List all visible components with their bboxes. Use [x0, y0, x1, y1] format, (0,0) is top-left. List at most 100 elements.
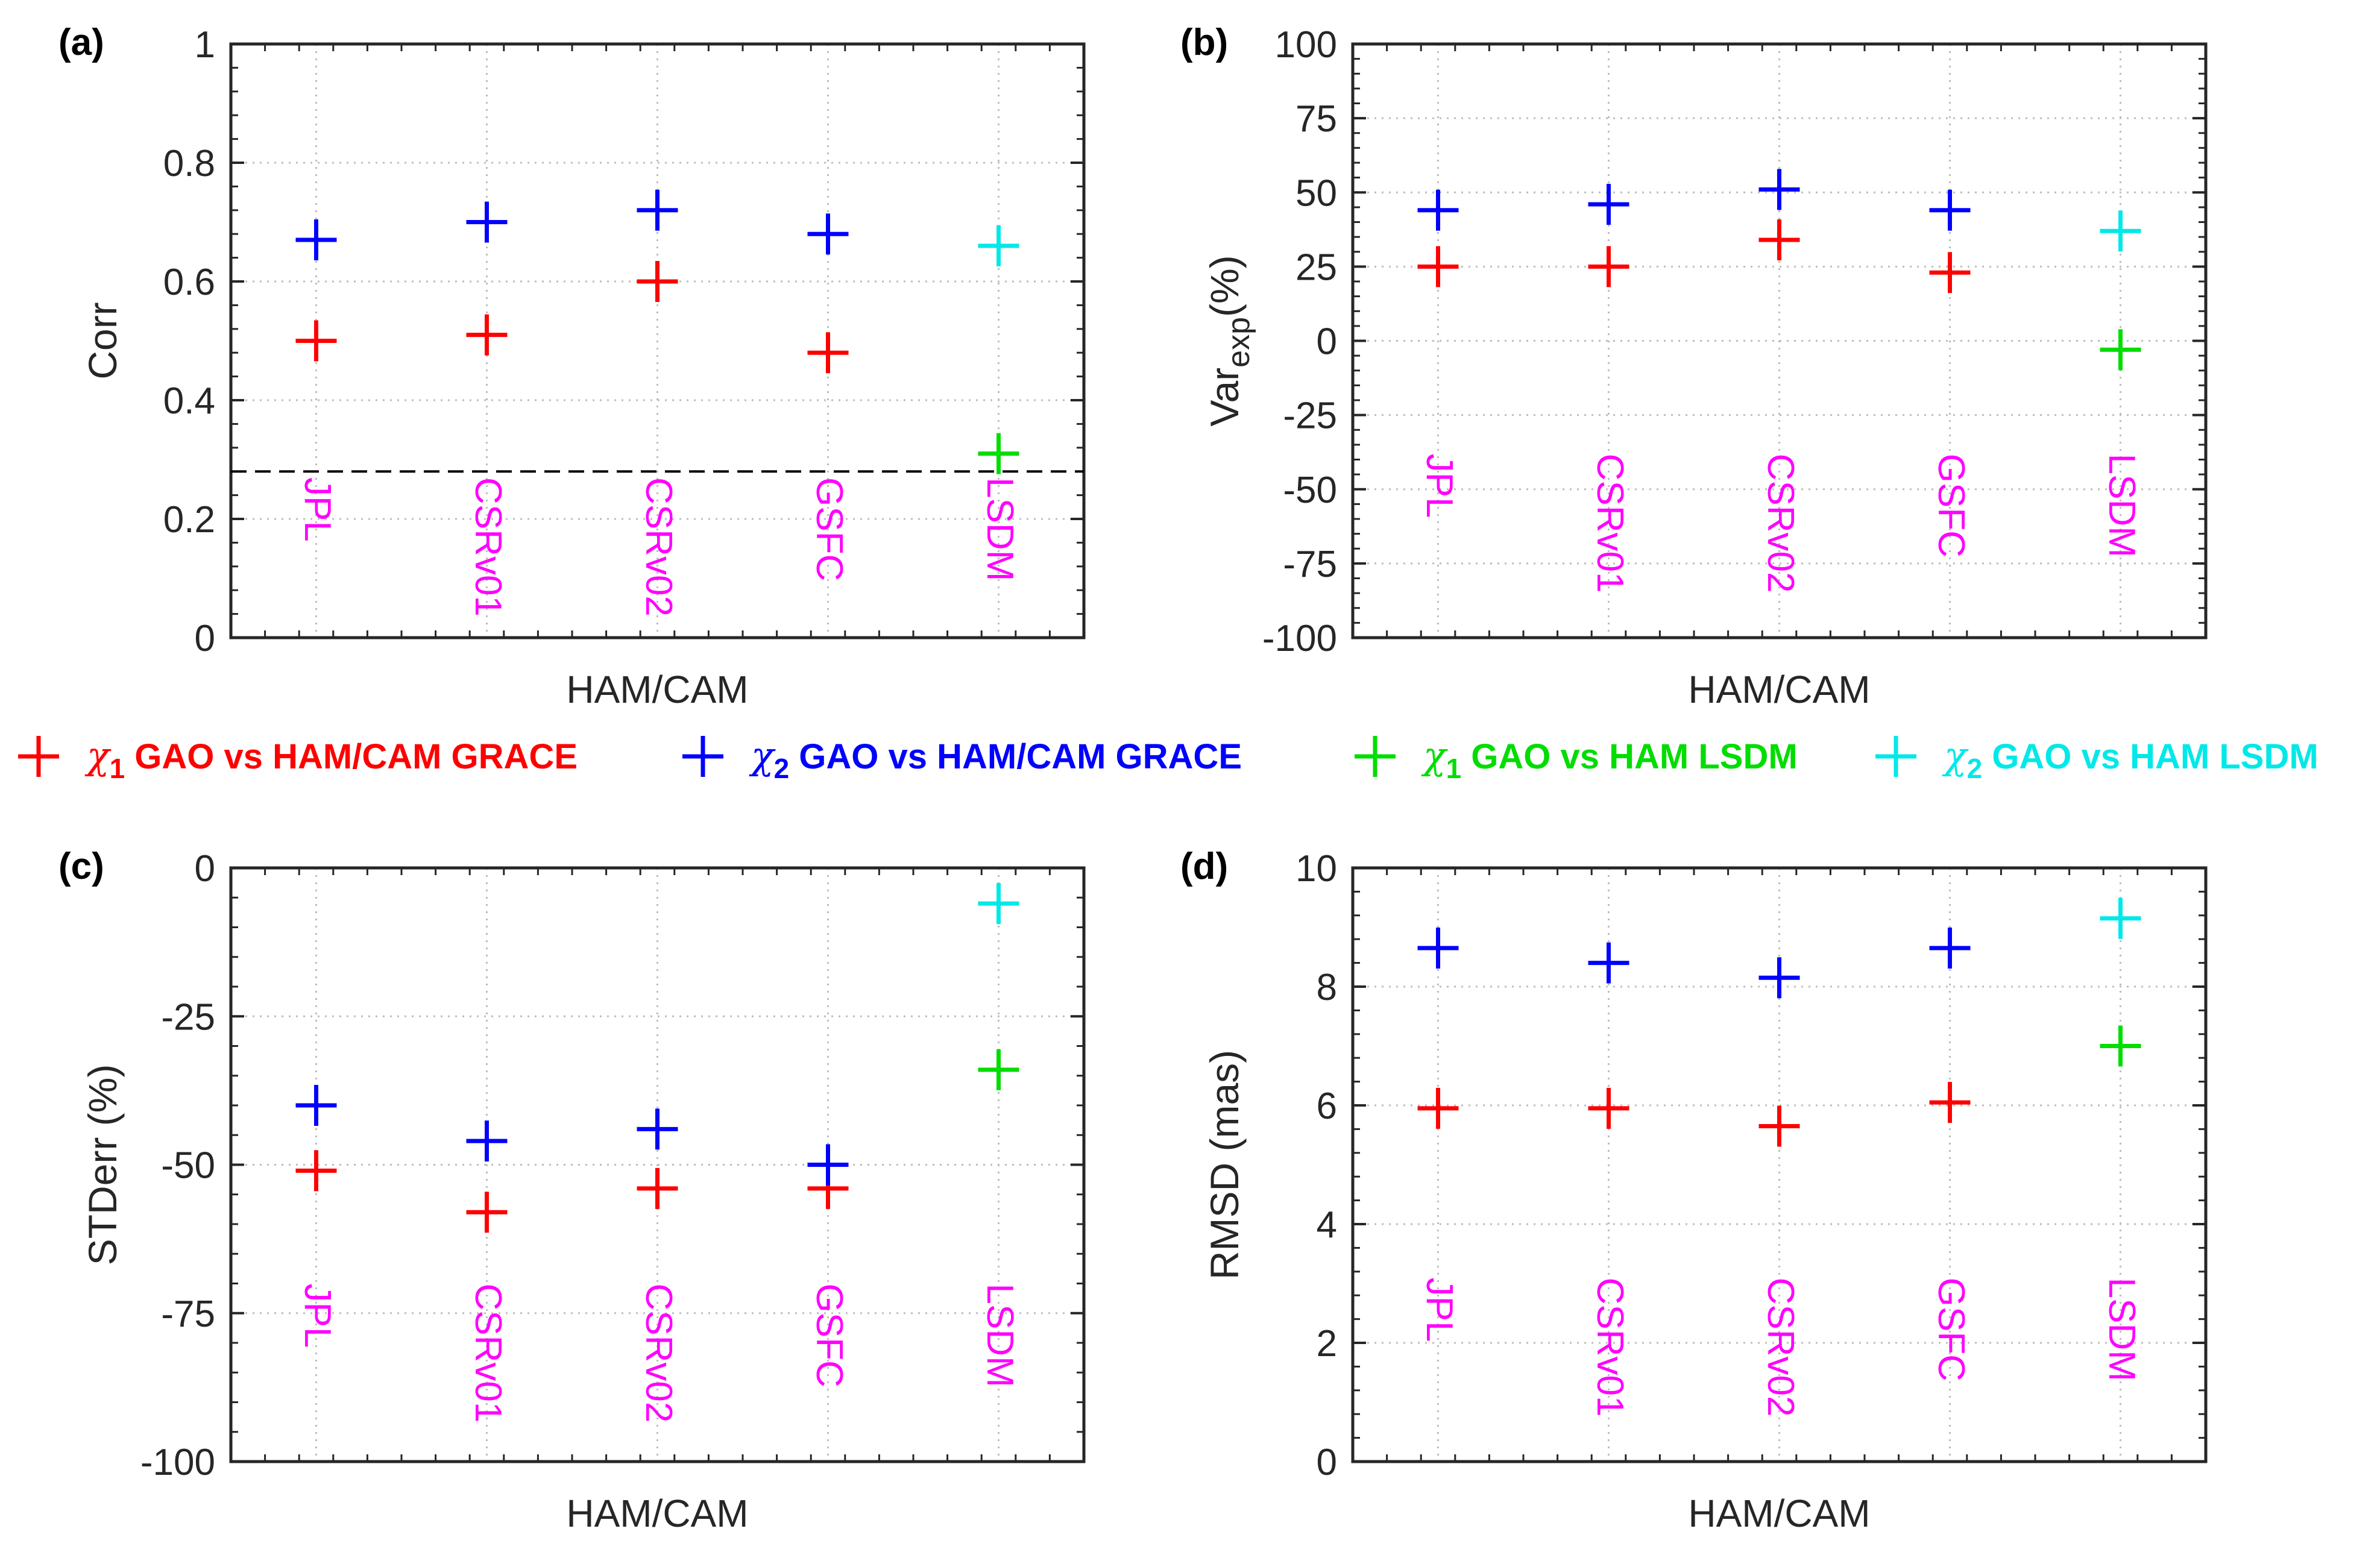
- category-label: CSRv02: [1760, 1278, 1801, 1417]
- plot-frame: [229, 42, 1086, 639]
- data-marker: [978, 433, 1019, 474]
- y-tick-label: 0: [1317, 1442, 1337, 1483]
- y-tick-label: 75: [1295, 98, 1337, 140]
- data-marker: [807, 1144, 849, 1186]
- data-marker: [637, 189, 678, 231]
- series-2: [1417, 927, 1971, 999]
- data-marker: [637, 1167, 678, 1209]
- data-marker: [1929, 927, 1971, 969]
- legend-text: GAO vs HAM LSDM: [1461, 737, 1798, 776]
- data-marker: [466, 1192, 508, 1233]
- data-marker: [1929, 189, 1971, 231]
- y-tick-label: -25: [161, 996, 215, 1038]
- legend-item-3: χ1 GAO vs HAM LSDM: [1355, 734, 1798, 784]
- data-marker: [1417, 246, 1459, 287]
- category-label: LSDM: [979, 1284, 1021, 1387]
- series-1: [1417, 1082, 1971, 1147]
- y-tick-label: 0.8: [163, 143, 215, 184]
- category-label: CSRv02: [638, 1284, 679, 1423]
- plot-frame: [1351, 866, 2208, 1463]
- y-axis-label: STDerr (%): [80, 1064, 125, 1266]
- legend-text: GAO vs HAM/CAM GRACE: [125, 737, 578, 776]
- category-label: GSFC: [1930, 1278, 1972, 1381]
- data-marker: [2100, 210, 2141, 252]
- legend-item-1: χ1 GAO vs HAM/CAM GRACE: [18, 734, 578, 784]
- data-marker: [807, 332, 849, 374]
- y-tick-label: -75: [1283, 544, 1337, 585]
- y-tick-label: -50: [1283, 470, 1337, 511]
- data-marker: [637, 261, 678, 302]
- y-tick-label: -75: [161, 1293, 215, 1335]
- data-marker: [1929, 252, 1971, 294]
- series-4: [978, 225, 1019, 266]
- category-label: JPL: [297, 1284, 338, 1348]
- data-marker: [466, 1120, 508, 1162]
- legend-marker: [1355, 736, 1396, 777]
- data-marker: [637, 1108, 678, 1150]
- legend-marker: [1875, 736, 1916, 777]
- data-marker: [1758, 1105, 1800, 1147]
- category-label: CSRv01: [1589, 1278, 1631, 1417]
- series-3: [978, 1049, 1019, 1090]
- category-label: JPL: [297, 477, 338, 542]
- panel-a: 0 0.2 0.4 0.6 0.8 1 JPL CSRv01 CSRv02 GSFC LSDM (a)…: [58, 22, 1086, 711]
- series-1: [1417, 219, 1971, 294]
- category-label: JPL: [1418, 454, 1460, 518]
- data-marker: [1588, 1087, 1629, 1129]
- legend-marker: [18, 736, 59, 777]
- plot-frame: [1351, 42, 2208, 639]
- panel-label: (d): [1180, 846, 1228, 887]
- y-axis-label: Varexp(%): [1202, 255, 1256, 426]
- series-1: [295, 1150, 849, 1233]
- category-label: JPL: [1418, 1278, 1460, 1342]
- data-marker: [1588, 246, 1629, 287]
- data-marker: [1417, 189, 1459, 231]
- data-marker: [978, 1049, 1019, 1090]
- panel-label: (b): [1180, 22, 1228, 63]
- panel-c: -100 -75 -50 -25 0 JPL CSRv01 CSRv02 GSFC LSDM (c)…: [58, 846, 1086, 1535]
- data-marker: [295, 1150, 337, 1192]
- legend-chi: χ: [749, 734, 776, 778]
- y-axis-label-main: RMSD (mas): [1202, 1050, 1247, 1280]
- y-axis-label-sub: exp: [1221, 317, 1256, 368]
- y-tick-label: 0.2: [163, 499, 215, 541]
- y-tick-label: -100: [1262, 618, 1337, 659]
- category-label: CSRv02: [1760, 454, 1801, 593]
- data-marker: [1758, 957, 1800, 999]
- y-tick-label: -100: [140, 1442, 215, 1483]
- category-label: GSFC: [808, 477, 850, 581]
- y-axis-label: RMSD (mas): [1202, 1050, 1247, 1280]
- data-marker: [807, 213, 849, 255]
- legend-marker: [682, 736, 723, 777]
- panel-b: -100 -75 -50 -25 0 25 50 75 100 JPL CSRv01 CSRv02 GS…: [1180, 22, 2208, 711]
- data-marker: [1417, 927, 1459, 969]
- series-4: [2100, 897, 2141, 939]
- panel-label: (c): [58, 846, 104, 887]
- y-tick-label: 0: [195, 618, 215, 659]
- series-3: [2100, 1025, 2141, 1067]
- y-tick-label: -50: [161, 1145, 215, 1187]
- legend-chi: χ: [84, 734, 112, 778]
- y-axis-label-main: Var: [1202, 368, 1247, 427]
- data-marker: [978, 225, 1019, 266]
- x-axis-label: HAM/CAM: [1688, 668, 1870, 711]
- data-marker: [1758, 169, 1800, 210]
- data-marker: [2100, 1025, 2141, 1067]
- y-tick-label: 25: [1295, 247, 1337, 288]
- series-4: [2100, 210, 2141, 252]
- panel-d: 0 2 4 6 8 10 JPL CSRv01 CSRv02 GSFC LSDM (d) HAM/CAM…: [1180, 846, 2208, 1535]
- legend-label: χ1 GAO vs HAM/CAM GRACE: [84, 734, 578, 784]
- y-axis-label-suffix: (%): [1202, 255, 1247, 317]
- y-tick-label: 8: [1317, 967, 1337, 1008]
- y-tick-label: 0: [195, 848, 215, 890]
- x-axis-label: HAM/CAM: [566, 1492, 748, 1535]
- legend-chi: χ: [1421, 734, 1448, 778]
- legend-item-4: χ2 GAO vs HAM LSDM: [1875, 734, 2319, 784]
- category-label: LSDM: [2101, 1278, 2142, 1381]
- data-marker: [295, 219, 337, 261]
- data-marker: [295, 320, 337, 362]
- series-4: [978, 883, 1019, 925]
- legend-text: GAO vs HAM LSDM: [1982, 737, 2319, 776]
- panel-label: (a): [58, 22, 104, 63]
